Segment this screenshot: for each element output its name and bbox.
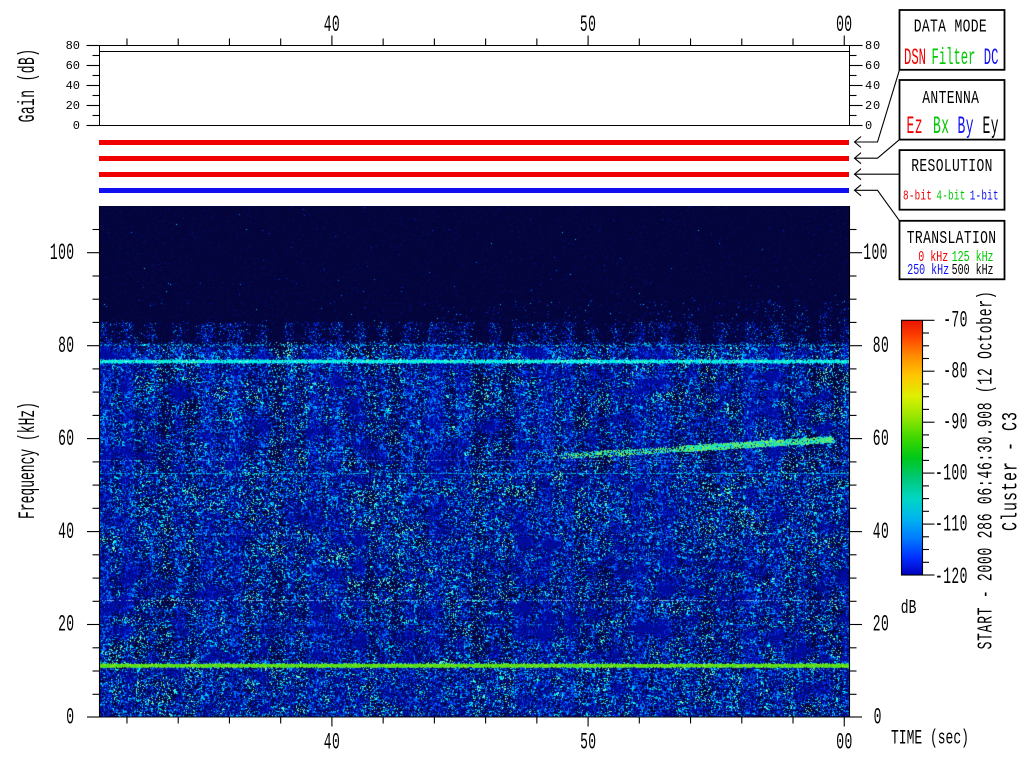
- svg-text:0 kHz: 0 kHz: [918, 249, 948, 265]
- svg-text:0: 0: [865, 119, 873, 133]
- svg-text:00: 00: [836, 11, 852, 38]
- svg-text:DATA MODE: DATA MODE: [914, 16, 987, 37]
- svg-text:-110: -110: [935, 511, 968, 538]
- svg-text:Ez: Ez: [907, 113, 924, 141]
- svg-text:60: 60: [873, 425, 889, 452]
- svg-text:00: 00: [836, 729, 852, 756]
- svg-text:ANTENNA: ANTENNA: [922, 88, 979, 109]
- svg-text:Frequency (kHz): Frequency (kHz): [16, 402, 42, 519]
- svg-text:100: 100: [863, 239, 888, 266]
- svg-text:-90: -90: [943, 409, 968, 436]
- svg-text:20: 20: [865, 99, 881, 113]
- svg-text:0: 0: [73, 119, 80, 133]
- svg-text:DC: DC: [984, 45, 999, 71]
- svg-text:125 kHz: 125 kHz: [952, 249, 994, 265]
- svg-text:40: 40: [324, 729, 340, 756]
- svg-text:dB: dB: [901, 597, 917, 619]
- svg-text:40: 40: [324, 11, 340, 38]
- svg-text:0: 0: [66, 704, 74, 731]
- svg-text:Bx: Bx: [933, 113, 950, 141]
- svg-text:50: 50: [580, 729, 596, 756]
- svg-text:-100: -100: [935, 460, 968, 487]
- svg-text:-80: -80: [943, 358, 968, 385]
- svg-text:4-bit: 4-bit: [936, 188, 965, 204]
- svg-text:80: 80: [58, 332, 74, 359]
- svg-text:250 kHz: 250 kHz: [907, 262, 949, 278]
- svg-text:Filter: Filter: [932, 45, 976, 71]
- svg-text:60: 60: [58, 425, 74, 452]
- svg-text:60: 60: [865, 59, 881, 73]
- svg-text:1-bit: 1-bit: [970, 188, 999, 204]
- svg-text:Gain (dB): Gain (dB): [16, 49, 42, 123]
- svg-text:TRANSLATION: TRANSLATION: [907, 228, 997, 249]
- svg-text:50: 50: [580, 11, 596, 38]
- svg-text:80: 80: [66, 39, 80, 53]
- svg-text:100: 100: [50, 239, 75, 266]
- svg-text:-120: -120: [935, 563, 968, 590]
- svg-text:60: 60: [66, 59, 80, 73]
- svg-text:Cluster - C3: Cluster - C3: [998, 411, 1024, 531]
- svg-text:500 kHz: 500 kHz: [952, 262, 994, 278]
- svg-text:START - 2000 286 06:46:30.908: START - 2000 286 06:46:30.908 (12 Octobe…: [976, 291, 999, 650]
- svg-text:RESOLUTION: RESOLUTION: [911, 156, 992, 177]
- svg-text:Ey: Ey: [983, 113, 1000, 141]
- svg-text:80: 80: [865, 39, 881, 53]
- svg-text:80: 80: [873, 332, 889, 359]
- svg-text:-70: -70: [943, 307, 968, 334]
- svg-text:TIME (sec): TIME (sec): [891, 728, 969, 751]
- svg-text:0: 0: [874, 704, 882, 731]
- svg-text:40: 40: [873, 518, 889, 545]
- svg-text:DSN: DSN: [904, 45, 926, 71]
- svg-text:40: 40: [66, 79, 80, 93]
- svg-text:20: 20: [873, 611, 889, 638]
- svg-text:40: 40: [58, 518, 74, 545]
- svg-text:By: By: [958, 113, 975, 141]
- svg-text:40: 40: [865, 79, 881, 93]
- svg-text:20: 20: [58, 611, 74, 638]
- svg-text:20: 20: [66, 99, 80, 113]
- svg-text:8-bit: 8-bit: [903, 188, 932, 204]
